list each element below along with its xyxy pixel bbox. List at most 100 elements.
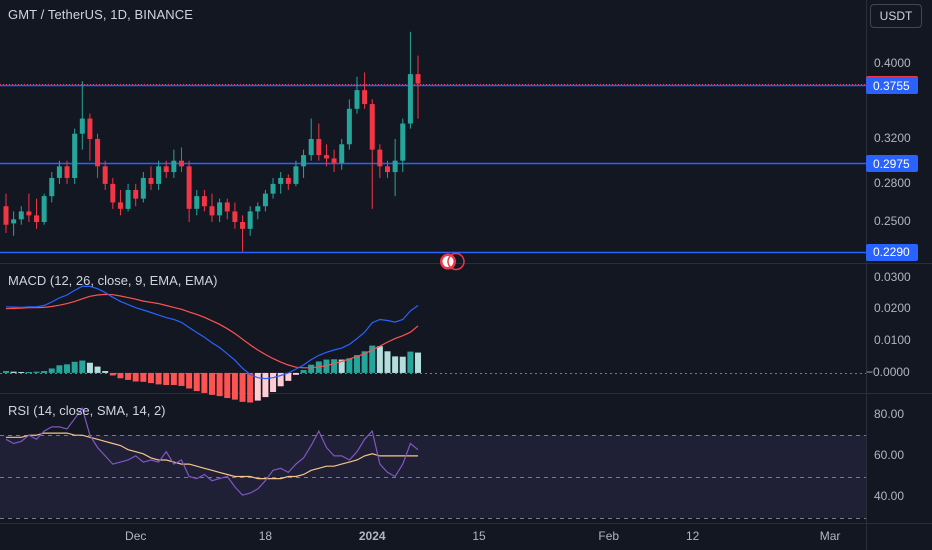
candle-body <box>270 183 276 194</box>
macd-histogram-bar <box>415 352 422 373</box>
candle <box>87 113 93 161</box>
price-axis-tick: 0.2800 <box>874 175 911 190</box>
macd-histogram-bar <box>117 372 124 379</box>
candle-body <box>133 189 139 199</box>
macd-histogram-bar <box>346 358 353 373</box>
candle-body <box>49 177 55 197</box>
macd-histogram-bar <box>86 362 93 373</box>
candle-body <box>293 166 299 184</box>
candle <box>72 128 78 184</box>
candle <box>18 206 24 225</box>
candle-body <box>232 211 238 223</box>
candle <box>285 174 291 190</box>
macd-histogram-bar <box>308 364 315 373</box>
candle-body <box>102 166 108 184</box>
candle-body <box>407 74 413 124</box>
candle-body <box>339 144 345 163</box>
macd-axis-tick: 0.0100 <box>874 333 911 348</box>
candle-body <box>95 138 101 167</box>
currency-button[interactable]: USDT <box>870 4 922 28</box>
candle <box>240 215 246 252</box>
candle-body <box>41 196 47 223</box>
candle <box>194 189 200 216</box>
macd-histogram-bar <box>71 361 78 373</box>
macd-histogram-bar <box>201 372 208 393</box>
candle <box>156 160 162 190</box>
macd-histogram-bar <box>155 372 162 385</box>
macd-histogram-bar <box>254 372 261 401</box>
candle-body <box>34 215 40 223</box>
candle-body <box>377 149 383 167</box>
candle-body <box>346 108 352 145</box>
macd-histogram-bar <box>125 372 132 380</box>
macd-histogram-bar <box>224 372 231 399</box>
candle <box>339 138 345 170</box>
candle <box>64 160 70 184</box>
candle-body <box>64 166 70 178</box>
candle-body <box>415 74 421 84</box>
price-tag[interactable]: 0.2290 <box>866 243 918 261</box>
macd-histogram-bar <box>64 364 71 373</box>
macd-histogram-bar <box>262 372 269 398</box>
candle-body <box>201 196 207 207</box>
time-axis-tick: Feb <box>598 529 620 543</box>
rsi-line <box>5 406 419 496</box>
candle-body <box>354 90 360 109</box>
candle <box>308 118 314 161</box>
candle-body <box>18 211 24 220</box>
macd-histogram-bar <box>361 351 368 373</box>
macd-histogram-bar <box>3 371 9 373</box>
macd-histogram-bar <box>186 372 193 389</box>
candle-body <box>11 219 17 224</box>
rsi-title[interactable]: RSI (14, close, SMA, 14, 2) <box>8 403 166 418</box>
macd-histogram-bar <box>163 372 170 386</box>
macd-histogram-bar <box>94 366 101 373</box>
candle-body <box>400 123 406 161</box>
candle-body <box>72 133 78 178</box>
macd-histogram-bar <box>102 371 109 373</box>
candle <box>125 183 131 212</box>
candle <box>346 99 352 150</box>
macd-histogram-bar <box>353 355 360 373</box>
candle-body <box>178 160 184 167</box>
candle <box>362 72 368 109</box>
macd-histogram-bar <box>25 371 32 373</box>
candle <box>400 118 406 173</box>
rsi-axis-tick: 60.00 <box>874 447 905 462</box>
candle <box>255 202 261 220</box>
macd-histogram-bar <box>132 372 139 382</box>
price-axis-tick: 0.3200 <box>874 130 911 145</box>
candle-body <box>385 166 390 173</box>
time-axis-tick: Dec <box>125 529 147 543</box>
candle-body <box>362 90 368 105</box>
symbol-title[interactable]: GMT / TetherUS, 1D, BINANCE <box>8 7 193 22</box>
macd-histogram-bar <box>292 372 299 375</box>
candle <box>34 198 40 229</box>
macd-histogram-bar <box>239 372 246 402</box>
candle-body <box>140 177 146 199</box>
candle-body <box>240 222 246 229</box>
candle <box>110 177 116 209</box>
candle <box>209 193 215 223</box>
macd-title[interactable]: MACD (12, 26, close, 9, EMA, EMA) <box>8 273 218 288</box>
macd-histogram-bar <box>79 360 86 373</box>
candle-body <box>26 211 32 216</box>
rsi-axis-tick: 40.00 <box>874 489 905 504</box>
macd-histogram-bar <box>48 368 55 373</box>
price-tag[interactable]: 0.3755 <box>866 77 918 95</box>
macd-histogram-bar <box>56 365 63 373</box>
candle <box>140 172 146 203</box>
price-tag[interactable]: 0.2975 <box>866 155 918 173</box>
candle-body <box>194 196 200 209</box>
candle <box>56 160 62 184</box>
macd-histogram-bar <box>216 372 223 397</box>
rsi-band-fill <box>0 435 866 518</box>
macd-axis-tick: 0.0300 <box>874 269 911 284</box>
macd-histogram-bar <box>407 351 414 373</box>
candle-body <box>148 177 154 184</box>
macd-signal-line <box>5 293 419 369</box>
candle <box>224 198 230 220</box>
macd-histogram-bar <box>384 351 391 373</box>
